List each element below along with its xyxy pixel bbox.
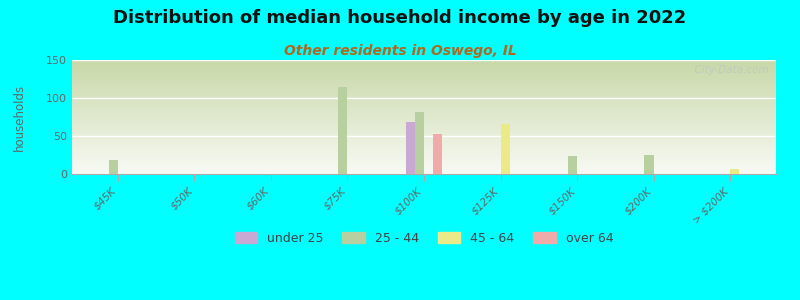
Bar	[730, 169, 739, 174]
Bar	[568, 156, 577, 174]
Bar	[406, 122, 415, 174]
Bar	[338, 87, 347, 174]
Y-axis label: households: households	[14, 83, 26, 151]
Text: City-Data.com: City-Data.com	[688, 64, 769, 75]
Bar	[433, 134, 442, 174]
Bar	[109, 160, 118, 174]
Legend: under 25, 25 - 44, 45 - 64, over 64: under 25, 25 - 44, 45 - 64, over 64	[230, 227, 618, 250]
Text: Other residents in Oswego, IL: Other residents in Oswego, IL	[284, 44, 516, 58]
Bar	[501, 124, 510, 174]
Text: Distribution of median household income by age in 2022: Distribution of median household income …	[114, 9, 686, 27]
Bar	[415, 112, 424, 174]
Bar	[644, 155, 654, 174]
